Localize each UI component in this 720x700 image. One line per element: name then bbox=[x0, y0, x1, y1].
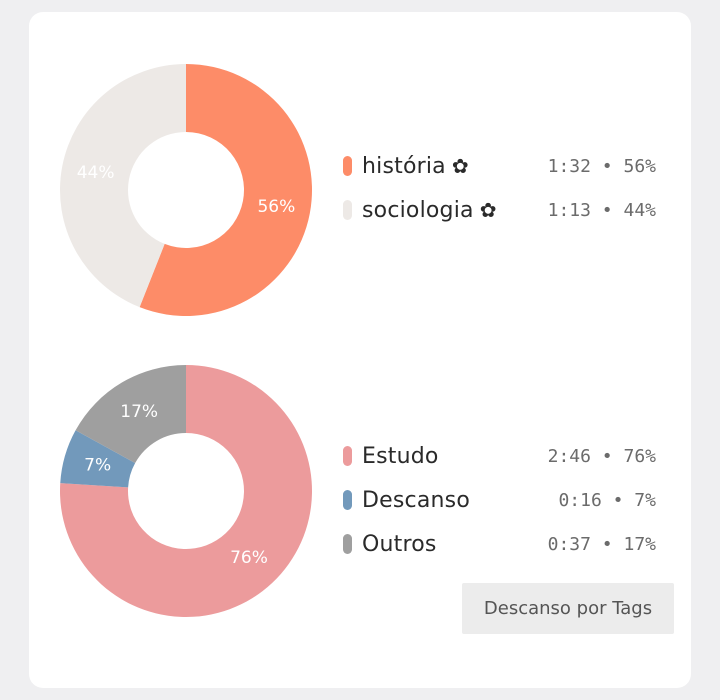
legend-label: Descanso bbox=[362, 487, 470, 513]
subject-slice-1 bbox=[59, 64, 187, 308]
legend-label: sociologia bbox=[362, 197, 474, 223]
legend-label: Estudo bbox=[362, 443, 439, 469]
legend-item-sociologia: sociologia ✿ 1:13 • 44% bbox=[342, 188, 658, 232]
legend-swatch bbox=[343, 200, 352, 220]
legend-swatch bbox=[343, 156, 352, 176]
category-donut-chart: 76% 7% 17% bbox=[60, 365, 313, 617]
subject-legend: história ✿ 1:32 • 56% sociologia ✿ 1:13 … bbox=[342, 144, 658, 232]
legend-swatch bbox=[343, 534, 352, 554]
flower-icon: ✿ bbox=[479, 198, 497, 222]
legend-item-estudo: Estudo 2:46 • 76% bbox=[342, 434, 658, 478]
legend-label: Outros bbox=[362, 531, 437, 557]
category-slice-label-0: 76% bbox=[230, 548, 268, 568]
category-slice-label-1: 7% bbox=[84, 455, 111, 475]
legend-value: 0:37 • 17% bbox=[547, 533, 656, 555]
subject-slice-label-1: 44% bbox=[77, 163, 115, 183]
subject-donut-chart: 56% 44% bbox=[59, 64, 312, 316]
flower-icon: ✿ bbox=[451, 154, 469, 178]
category-slice-2 bbox=[75, 365, 186, 464]
rest-by-tags-button[interactable]: Descanso por Tags bbox=[462, 583, 674, 634]
category-legend: Estudo 2:46 • 76% Descanso 0:16 • 7% Out… bbox=[342, 434, 658, 566]
legend-value: 2:46 • 76% bbox=[547, 445, 656, 467]
subject-slice-0 bbox=[139, 64, 312, 316]
category-slice-0 bbox=[60, 365, 313, 617]
category-slice-label-2: 17% bbox=[120, 402, 158, 422]
legend-item-outros: Outros 0:37 • 17% bbox=[342, 522, 658, 566]
legend-swatch bbox=[343, 446, 352, 466]
legend-label: história bbox=[362, 153, 446, 179]
legend-item-descanso: Descanso 0:16 • 7% bbox=[342, 478, 658, 522]
legend-value: 1:32 • 56% bbox=[547, 155, 656, 177]
subject-slice-label-0: 56% bbox=[257, 197, 295, 217]
legend-swatch bbox=[343, 490, 352, 510]
category-slice-1 bbox=[60, 430, 136, 488]
legend-value: 1:13 • 44% bbox=[547, 199, 656, 221]
legend-value: 0:16 • 7% bbox=[558, 489, 656, 511]
legend-item-historia: história ✿ 1:32 • 56% bbox=[342, 144, 658, 188]
